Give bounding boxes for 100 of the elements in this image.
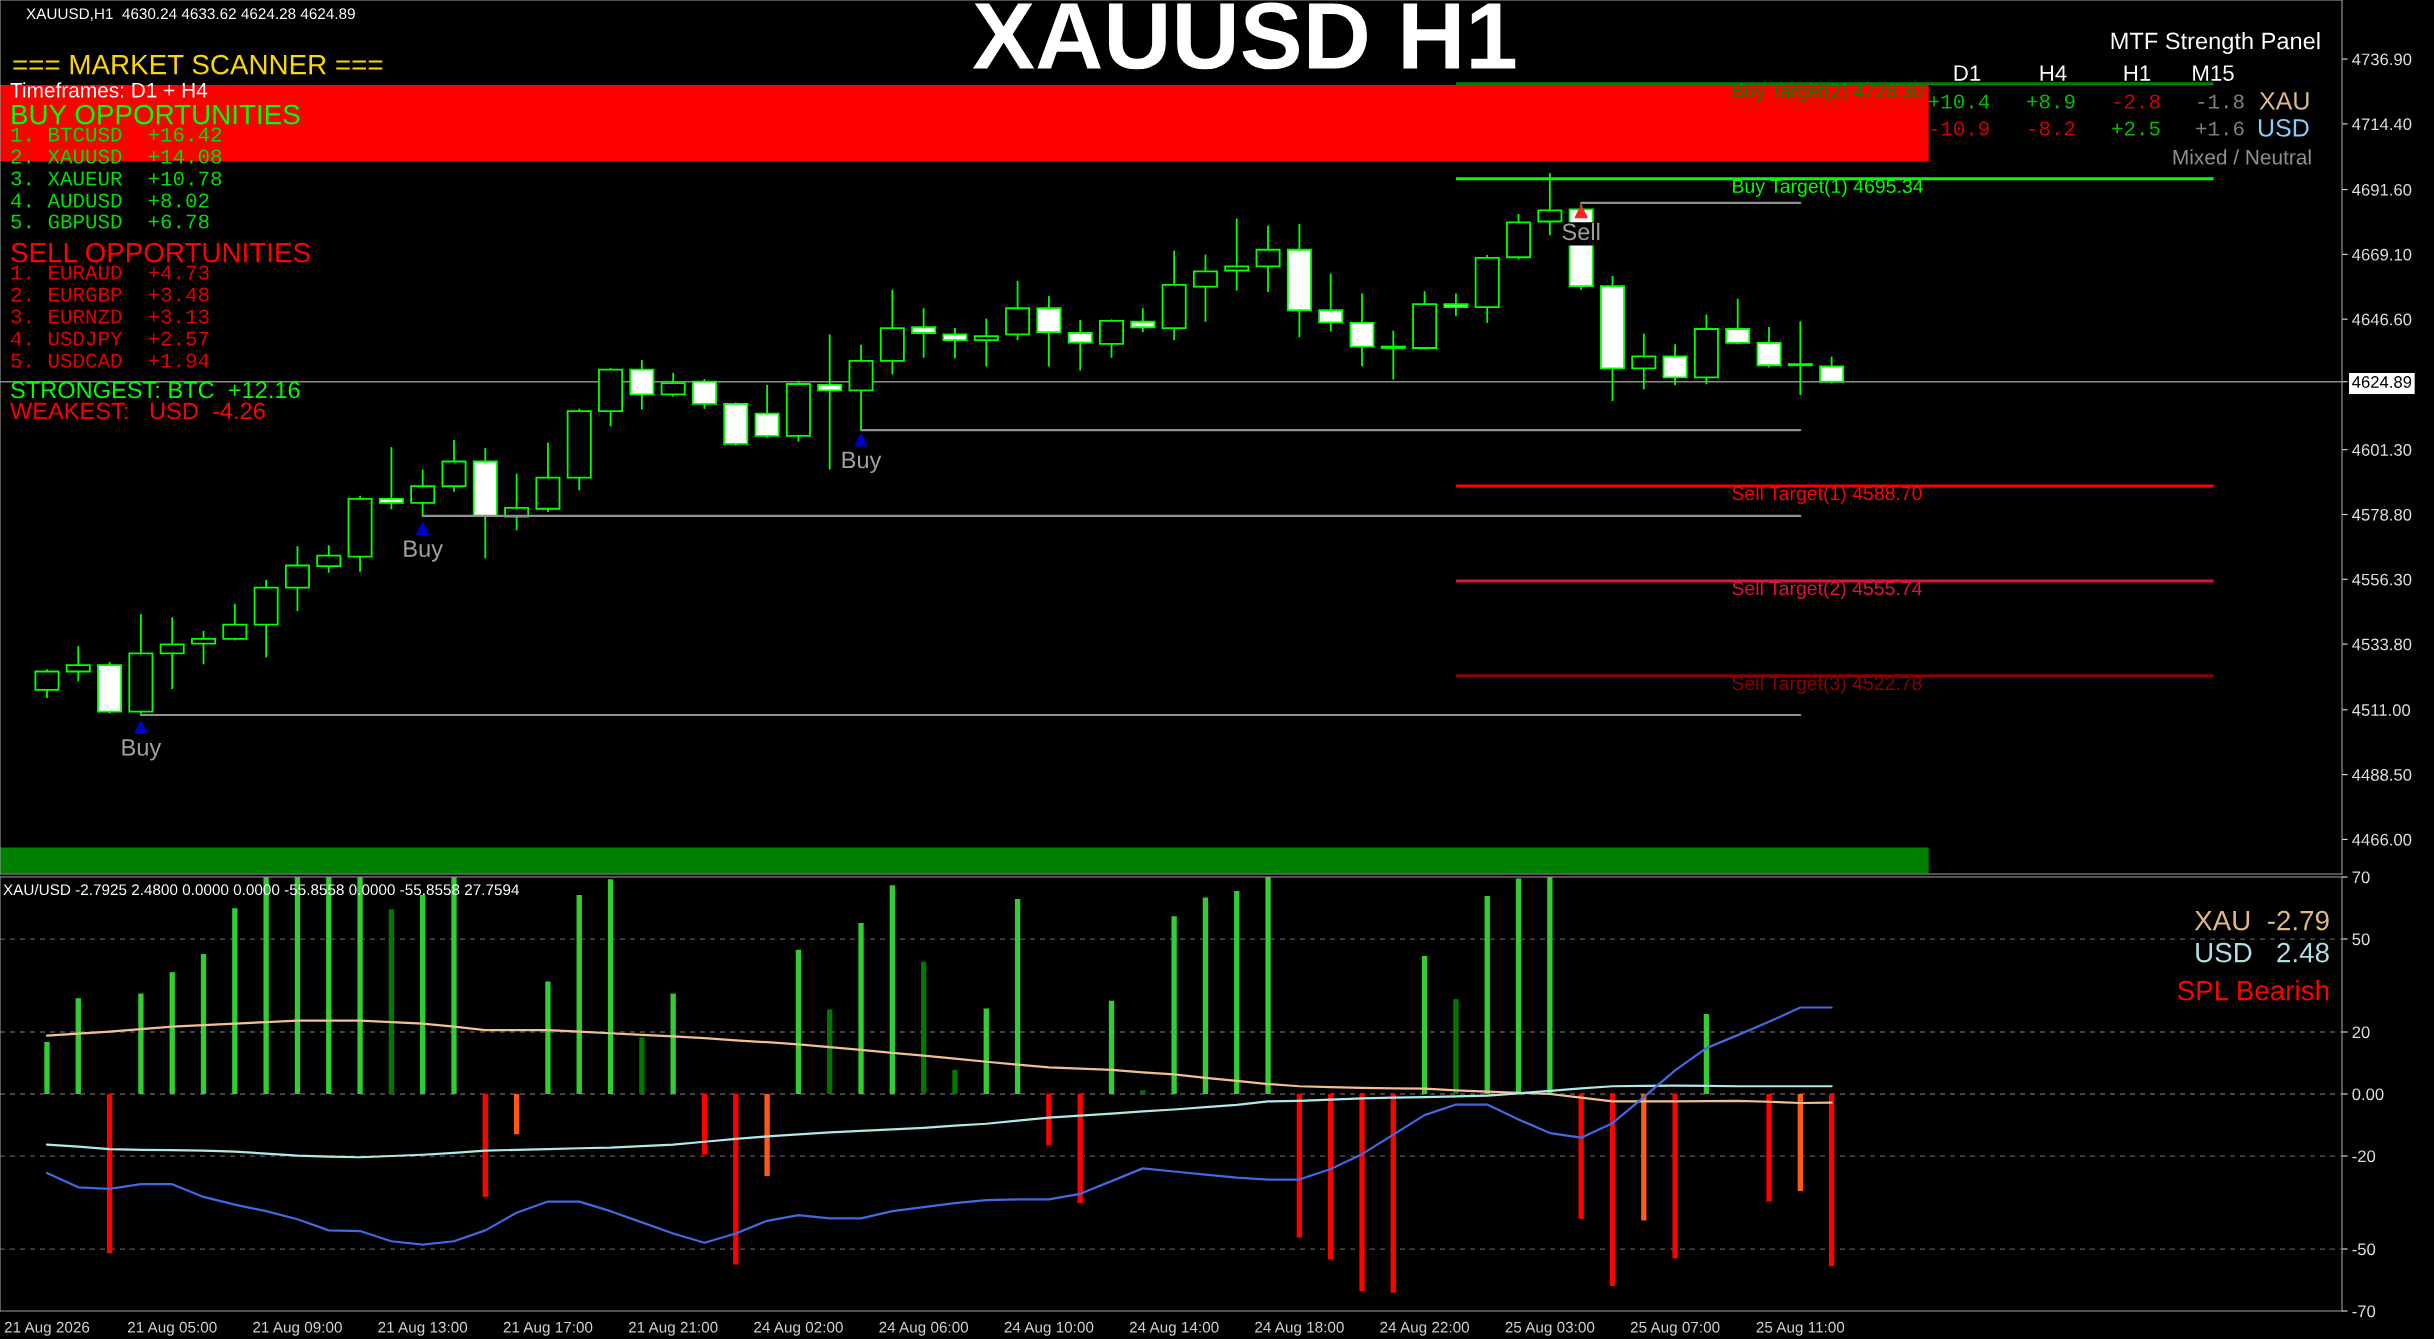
- text: Buy: [122, 739, 162, 761]
- candlestick: [1819, 355, 1845, 385]
- x-tick-label: 24 Aug 18:00: [1255, 1321, 1344, 1336]
- line-series: [45, 1084, 1833, 1159]
- text: +2.5: [2112, 121, 2160, 136]
- candlestick: [1036, 295, 1062, 368]
- point: [854, 433, 868, 447]
- annotation: 4. USDJPY +2.57: [11, 331, 209, 346]
- annotation: 1. BTCUSD +16.42: [11, 127, 222, 142]
- text: -10.9: [1931, 121, 1989, 136]
- candlestick: [754, 383, 780, 439]
- y-tick-label: 20: [2352, 1026, 2370, 1039]
- bar: [232, 908, 238, 1094]
- y-tick-label: 4624.89: [2352, 376, 2412, 388]
- bar: [1672, 1094, 1678, 1259]
- annotation: SELL OPPORTUNITIES: [11, 242, 310, 263]
- point: [1574, 205, 1588, 219]
- bar: [1108, 1000, 1115, 1094]
- bar: [545, 981, 551, 1094]
- bar: [1515, 878, 1522, 1094]
- x-tick-label: 21 Aug 21:00: [628, 1321, 718, 1336]
- x-tick-label: 21 Aug 05:00: [127, 1321, 217, 1336]
- candlestick: [1255, 224, 1281, 294]
- point: [134, 720, 148, 734]
- ref-line-label: Sell Target(2) 4555.74: [1732, 580, 1922, 600]
- x-tick-label: 24 Aug 06:00: [879, 1321, 969, 1336]
- annotation: 5. GBPUSD +6.78: [11, 214, 209, 229]
- y-tick-label: -50: [2352, 1243, 2376, 1256]
- y-tick-label: -70: [2352, 1305, 2376, 1318]
- annotation: 4. AUDUSD +8.02: [11, 193, 209, 208]
- candlestick: [942, 327, 968, 360]
- annotation: STRONGEST: BTC +12.16: [11, 381, 300, 399]
- candlestick: [1662, 343, 1688, 387]
- bar: [795, 949, 802, 1094]
- candlestick: [65, 645, 91, 683]
- candlestick: [660, 371, 686, 398]
- bar: [889, 885, 895, 1094]
- bar: [1390, 1094, 1396, 1293]
- bar: [138, 993, 144, 1094]
- y-tick-label: 4646.60: [2352, 313, 2412, 326]
- bar: [733, 1094, 739, 1265]
- bar: [920, 961, 927, 1094]
- bar: [513, 1094, 520, 1135]
- annotation: 2. XAUUSD +14.08: [11, 149, 222, 164]
- bar: [952, 1069, 958, 1094]
- annotation: BUY OPPORTUNITIES: [12, 104, 300, 125]
- candlestick: [191, 629, 217, 666]
- bar: [983, 1008, 989, 1094]
- ref-line-label: Buy Target(1) 4695.34: [1733, 178, 1923, 197]
- x-tick-label: 25 Aug 07:00: [1630, 1321, 1720, 1336]
- y-tick-label: 50: [2352, 933, 2370, 946]
- annotation: 3. XAUEUR +10.78: [11, 171, 222, 186]
- bar: [388, 909, 395, 1094]
- x-tick-label: 24 Aug 22:00: [1380, 1321, 1470, 1336]
- bar: [1014, 899, 1021, 1094]
- bar: [1421, 956, 1428, 1094]
- bar: [1234, 890, 1240, 1094]
- x-tick-label: 21 Aug 2026: [4, 1321, 90, 1336]
- text: USD: [2258, 119, 2309, 137]
- bar: [639, 1037, 645, 1094]
- x-tick-label: 21 Aug 17:00: [503, 1321, 593, 1336]
- text: USD 2.48: [2196, 942, 2329, 963]
- bar: [827, 1009, 833, 1094]
- candlestick: [316, 544, 342, 574]
- y-tick-label: 4736.90: [2352, 53, 2412, 66]
- candlestick: [691, 378, 717, 410]
- text: Buy: [842, 451, 882, 473]
- bar: [1828, 1094, 1835, 1267]
- annotation: 3. EURNZD +3.13: [11, 309, 209, 324]
- bar: [1453, 999, 1459, 1094]
- ref-line-label: Sell Target(1) 4588.70: [1732, 485, 1922, 505]
- y-tick-label: -20: [2352, 1150, 2376, 1163]
- bar: [1328, 1094, 1334, 1260]
- y-tick-label: 4533.80: [2352, 638, 2412, 651]
- candlestick: [1725, 297, 1751, 346]
- bar: [75, 998, 81, 1094]
- text: XAU: [2259, 92, 2309, 110]
- y-tick-label: 0.00: [2352, 1088, 2384, 1101]
- bar: [200, 953, 207, 1094]
- text: +1.6: [2196, 121, 2244, 136]
- y-tick-label: 4466.00: [2352, 833, 2412, 846]
- candlestick: [1067, 319, 1093, 372]
- bar: [764, 1094, 770, 1177]
- text: Mixed / Neutral: [2173, 149, 2311, 165]
- bar: [701, 1094, 708, 1155]
- y-tick-label: 4556.30: [2352, 573, 2412, 586]
- series-label: Buy: [404, 540, 443, 562]
- annotation: XAUUSD,H1 4630.24 4633.62 4624.28 4624.89: [26, 8, 355, 21]
- candlestick: [1787, 320, 1813, 396]
- text: D1: [1954, 65, 1981, 81]
- candlestick: [34, 668, 60, 699]
- line-series: [45, 1006, 1833, 1246]
- text: +8.9: [2027, 94, 2075, 109]
- y-tick-label: 70: [2352, 871, 2370, 884]
- x-tick-label: 25 Aug 11:00: [1756, 1321, 1845, 1336]
- annotation: 1. EURAUD +4.73: [11, 265, 209, 280]
- y-tick-label: 4601.30: [2352, 444, 2412, 456]
- text: M15: [2193, 65, 2234, 81]
- y-tick-label: 4488.50: [2352, 769, 2412, 781]
- text: +10.4: [1928, 94, 1990, 109]
